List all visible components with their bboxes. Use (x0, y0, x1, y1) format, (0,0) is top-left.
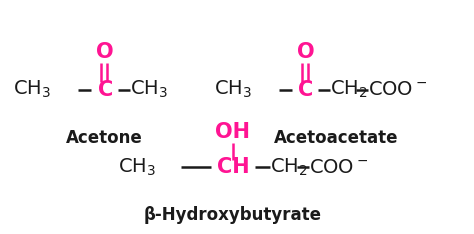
Text: O: O (96, 42, 113, 62)
Text: $\mathdefault{COO^-}$: $\mathdefault{COO^-}$ (309, 158, 368, 177)
Text: C: C (298, 80, 313, 100)
Text: Acetoacetate: Acetoacetate (273, 128, 398, 146)
Text: $\mathdefault{CH_3}$: $\mathdefault{CH_3}$ (13, 79, 51, 100)
Text: Acetone: Acetone (66, 128, 143, 146)
Text: CH: CH (217, 157, 249, 177)
Text: β-Hydroxybutyrate: β-Hydroxybutyrate (144, 206, 322, 224)
Text: $\mathdefault{C}$: $\mathdefault{C}$ (97, 80, 112, 100)
Text: $\mathdefault{COO^-}$: $\mathdefault{COO^-}$ (368, 80, 428, 99)
Text: $\mathdefault{CH_3}$: $\mathdefault{CH_3}$ (130, 79, 168, 100)
Text: $\mathdefault{CH_3}$: $\mathdefault{CH_3}$ (214, 79, 252, 100)
Text: OH: OH (216, 122, 250, 142)
Text: $\mathdefault{CH_3}$: $\mathdefault{CH_3}$ (118, 157, 156, 178)
Text: $\mathdefault{CH_2}$: $\mathdefault{CH_2}$ (330, 79, 367, 100)
Text: $\mathdefault{CH_2}$: $\mathdefault{CH_2}$ (270, 157, 308, 178)
Text: O: O (297, 42, 314, 62)
